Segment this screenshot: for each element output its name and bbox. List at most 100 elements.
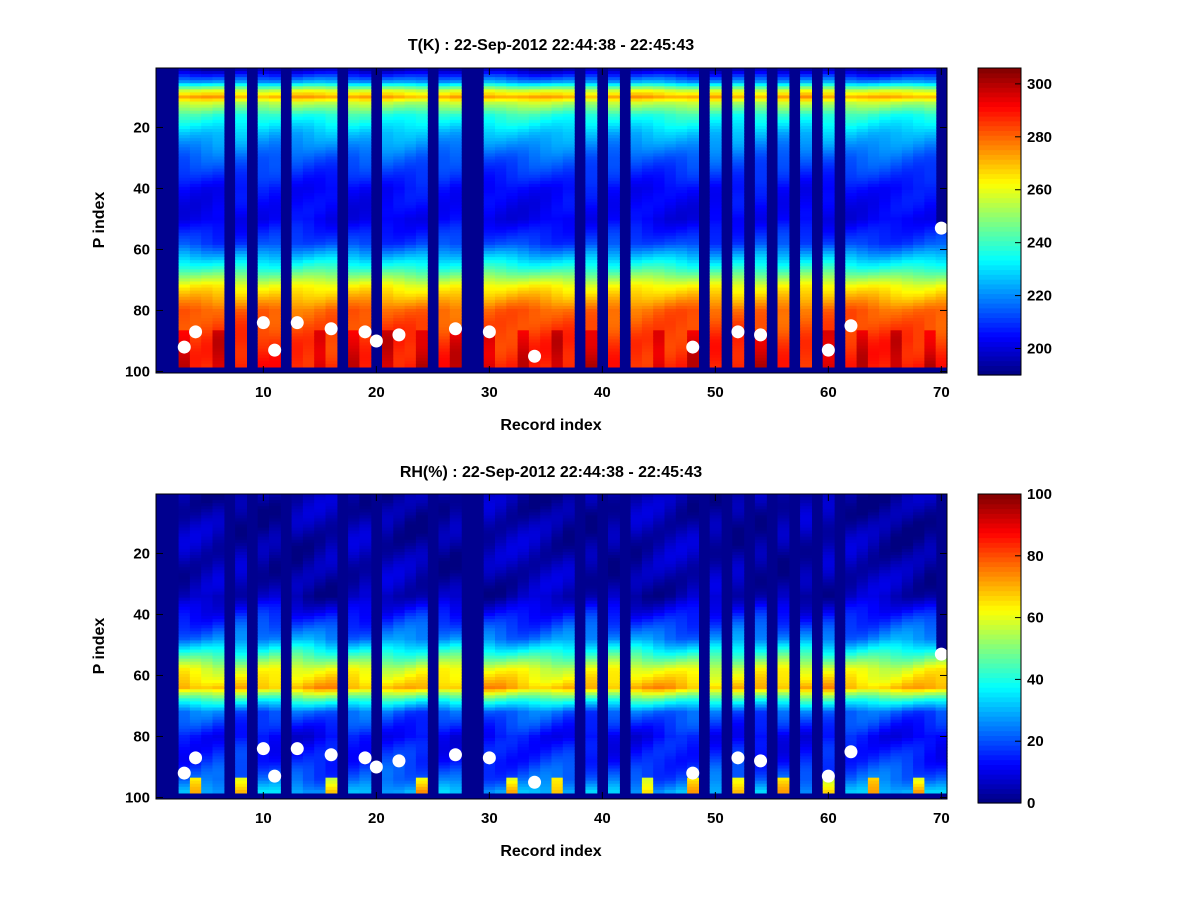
heatmap-cell [359,196,372,200]
heatmap-cell [257,110,270,115]
heatmap-cell [438,363,451,368]
heatmap-cell [506,183,519,188]
heatmap-cell [913,98,925,103]
heatmap-cell [201,71,214,75]
heatmap-cell [879,293,892,298]
heatmap-cell [528,305,541,310]
heatmap-cell [528,132,541,136]
heatmap-cell [540,95,553,100]
heatmap-cell [551,275,564,280]
heatmap-cell [438,141,451,145]
heatmap-cell [382,305,394,310]
heatmap-cell [901,125,914,130]
heatmap-cell [291,336,304,341]
heatmap-cell [641,339,654,344]
heatmap-cell [585,251,598,255]
heatmap-cell [382,150,394,154]
heatmap-cell [630,177,643,182]
heatmap-cell [845,254,858,258]
heatmap-cell [675,257,688,261]
heatmap-cell [901,327,914,331]
heatmap-cell [325,312,338,316]
heatmap-cell [302,92,315,97]
heatmap-cell [506,318,519,322]
heatmap-cell [901,217,914,222]
heatmap-cell [901,290,914,295]
heatmap-cell [732,238,745,243]
heatmap-cell [178,92,191,97]
heatmap-cell [178,132,191,136]
heatmap-cell [924,122,937,127]
heatmap-cell [641,98,654,103]
heatmap-cell [257,150,270,154]
heatmap-cell [438,226,451,231]
heatmap-cell [325,275,338,280]
colorbar-segment [978,365,1021,371]
heatmap-cell [212,211,225,215]
heatmap-cell [517,251,530,255]
heatmap-cell [291,244,304,249]
heatmap-cell [325,217,338,222]
heatmap-cell [517,177,530,182]
heatmap-cell [935,354,948,359]
heatmap-cell [664,208,677,212]
heatmap-cell [924,193,937,197]
heatmap-cell [856,257,869,261]
heatmap-cell [800,266,812,270]
heatmap-cell [359,205,372,209]
heatmap-cell [540,190,553,194]
heatmap-cell [302,354,315,359]
heatmap-cell [653,83,666,87]
heatmap-cell [641,324,654,328]
heatmap-cell [393,241,406,246]
heatmap-cell [314,110,327,115]
heatmap-cell [189,360,202,365]
heatmap-cell [449,193,462,197]
heatmap-cell [302,299,315,304]
heatmap-cell [687,156,699,161]
heatmap-cell [359,138,372,142]
heatmap-cell [641,199,654,203]
heatmap-cell [562,363,575,368]
heatmap-cell [867,305,880,310]
heatmap-cell [438,348,451,353]
heatmap-cell [641,220,654,225]
heatmap-cell [822,74,835,78]
heatmap-cell [608,241,620,246]
heatmap-cell [540,119,553,124]
heatmap-cell [901,348,914,353]
heatmap-cell [675,360,688,365]
heatmap-cell [212,144,225,148]
heatmap-cell [585,296,598,301]
heatmap-cell [291,116,304,121]
heatmap-cell [540,86,553,90]
heatmap-cell [201,235,214,240]
heatmap-cell [901,333,914,337]
heatmap-cell [404,116,417,121]
heatmap-cell [517,110,530,115]
heatmap-cell [495,92,507,97]
heatmap-cell [890,238,903,243]
heatmap-cell [359,177,372,182]
heatmap-cell [585,180,598,185]
heatmap-cell [585,141,598,145]
heatmap-cell [178,74,191,78]
heatmap-cell [754,214,767,219]
heatmap-cell [585,260,598,264]
heatmap-cell [506,269,519,273]
heatmap-cell [879,89,892,93]
heatmap-cell [178,223,191,228]
heatmap-cell [178,135,191,139]
heatmap-cell [664,86,677,90]
heatmap-cell [845,177,858,182]
heatmap-cell [189,190,202,194]
heatmap-cell [924,113,937,118]
heatmap-cell [495,302,507,307]
heatmap-cell [822,174,835,179]
heatmap-cell [302,272,315,276]
heatmap-cell [483,186,496,191]
heatmap-cell [314,327,327,331]
heatmap-cell [901,257,914,261]
heatmap-cell [630,263,643,267]
heatmap-cell [935,318,948,322]
